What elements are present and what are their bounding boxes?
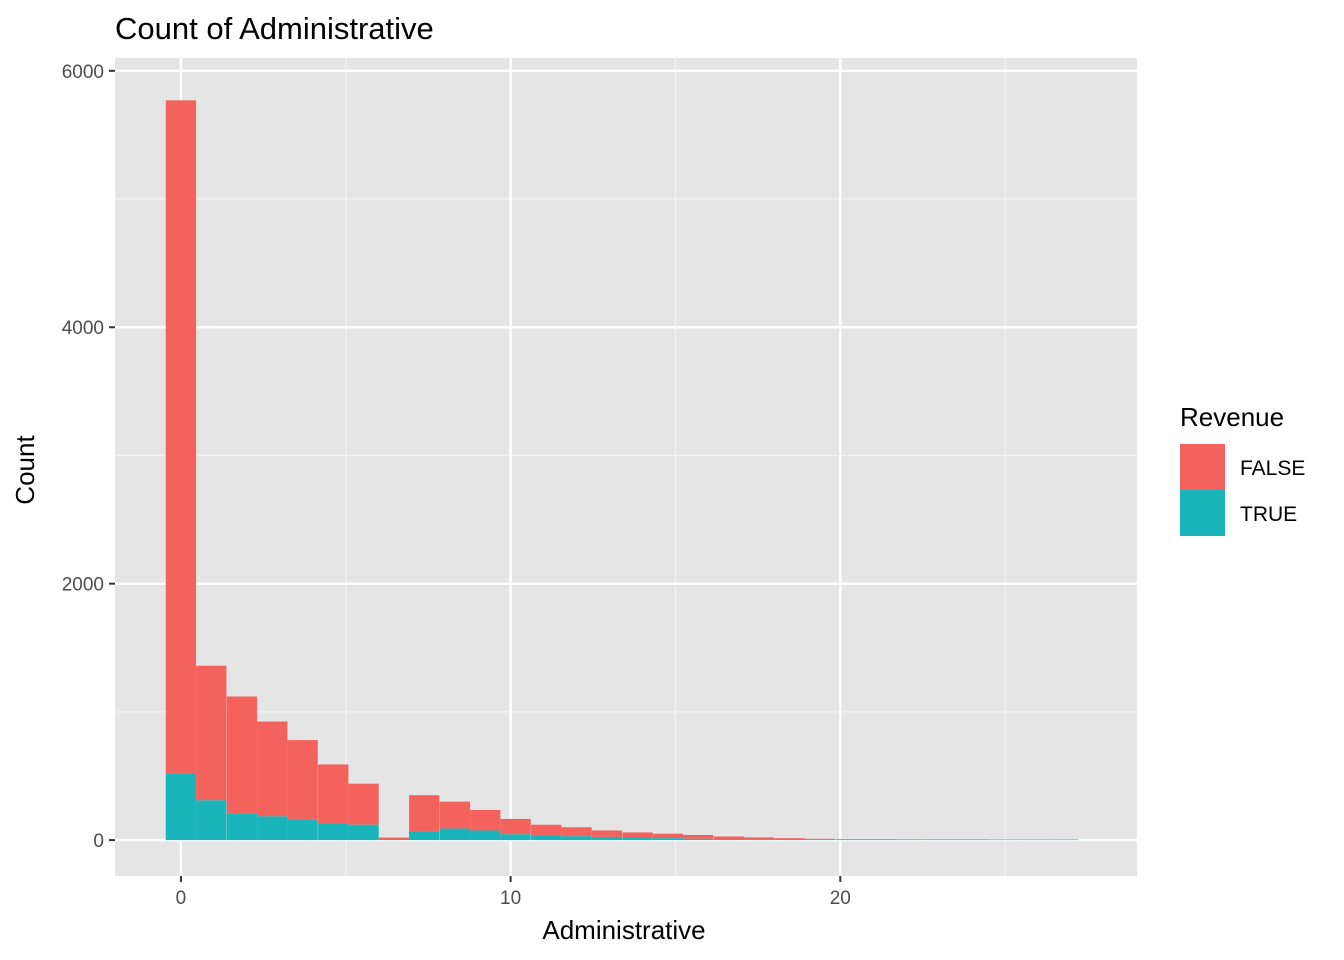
x-tick-label: 10 — [500, 888, 521, 909]
bar-true — [744, 839, 775, 841]
bar-false — [591, 830, 623, 837]
bar-true — [378, 839, 410, 841]
bar-true — [226, 813, 258, 841]
bar-false — [470, 809, 501, 831]
bar-false — [561, 827, 592, 837]
bar-false — [439, 801, 471, 829]
chart-title: Count of Administrative — [115, 11, 434, 46]
bar-true — [257, 816, 288, 841]
x-axis: 0 10 20 — [176, 876, 851, 909]
bar-false — [956, 839, 988, 840]
bar-false — [683, 834, 714, 839]
legend-key-false — [1180, 444, 1225, 490]
bar-true — [683, 838, 714, 841]
bar-false — [378, 837, 410, 840]
bar-false — [226, 696, 258, 814]
bar-true — [287, 819, 318, 841]
bar-false — [622, 832, 653, 838]
bar-false — [744, 837, 775, 840]
bar-true — [531, 834, 562, 841]
bars — [165, 100, 1079, 841]
legend-label-true: TRUE — [1240, 503, 1297, 526]
bar-true — [591, 836, 623, 841]
bar-true — [713, 839, 745, 841]
x-tick-label: 0 — [176, 888, 187, 909]
bar-false — [926, 839, 957, 840]
legend-label-false: FALSE — [1240, 457, 1305, 480]
bar-false — [500, 818, 531, 835]
bar-false — [531, 824, 562, 835]
bar-false — [165, 100, 197, 774]
bar-true — [561, 836, 592, 841]
bar-false — [835, 839, 866, 840]
bar-false — [865, 839, 897, 840]
y-axis: 0 2000 4000 6000 — [62, 62, 115, 852]
bar-false — [257, 721, 288, 817]
bar-true — [774, 839, 805, 841]
bar-true — [439, 828, 471, 841]
bar-true — [196, 800, 227, 841]
x-axis-title: Administrative — [542, 915, 705, 945]
bar-false — [409, 795, 440, 832]
bar-true — [165, 773, 197, 841]
legend-title: Revenue — [1180, 402, 1284, 432]
y-tick-label: 0 — [93, 831, 104, 852]
legend-key-true — [1180, 490, 1225, 536]
x-tick-label: 20 — [830, 888, 851, 909]
bar-false — [713, 836, 745, 840]
y-tick-label: 2000 — [62, 575, 104, 596]
bar-true — [804, 839, 836, 841]
bar-false — [287, 740, 318, 820]
bar-true — [318, 823, 349, 841]
y-tick-label: 4000 — [62, 318, 104, 339]
bar-true — [652, 838, 684, 841]
bar-false — [652, 833, 684, 839]
bar-true — [622, 837, 653, 841]
bar-true — [348, 824, 379, 841]
bar-false — [348, 783, 379, 825]
bar-false — [804, 838, 836, 840]
bar-true — [409, 831, 440, 841]
bar-true — [470, 830, 501, 841]
legend: Revenue FALSE TRUE — [1180, 402, 1305, 536]
y-tick-label: 6000 — [62, 62, 104, 83]
grid-minor — [115, 58, 1137, 876]
y-axis-title: Count — [10, 435, 40, 505]
bar-false — [196, 665, 227, 801]
bar-true — [500, 834, 531, 841]
bar-false — [774, 838, 805, 840]
bar-false — [896, 839, 927, 840]
bar-false — [318, 764, 349, 824]
